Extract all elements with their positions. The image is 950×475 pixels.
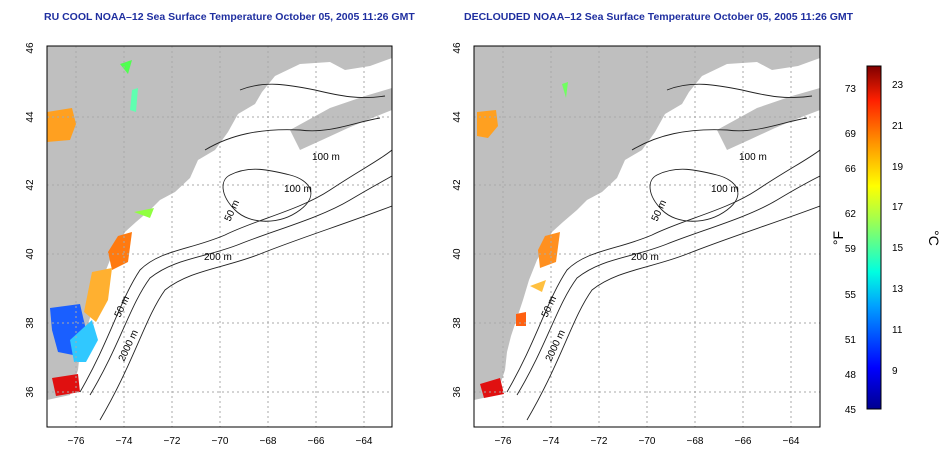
lat-tick-label: 42 — [25, 179, 36, 191]
bathymetry-contours — [79, 83, 392, 421]
contour-label-100m: 100 m — [711, 184, 739, 195]
graticule — [474, 46, 820, 427]
lon-tick-label: −66 — [308, 436, 325, 447]
c-tick-label: 17 — [892, 202, 904, 213]
colorbar-unit-c: °C — [926, 230, 942, 246]
left-lon-ticks: −76 −74 −72 −70 −68 −66 −64 — [68, 436, 373, 447]
contour-label-50m: 50 m — [223, 198, 242, 223]
sst-patch-hatteras — [480, 378, 504, 398]
land-mass — [474, 46, 820, 400]
lon-tick-label: −76 — [495, 436, 512, 447]
left-map-frame — [46, 45, 393, 428]
nova-scotia — [717, 88, 820, 150]
bathymetry-contours — [506, 83, 820, 421]
lat-tick-label: 46 — [25, 42, 36, 54]
colorbar-f-ticks: 73 69 66 62 59 55 51 48 45 — [845, 84, 857, 416]
lon-tick-label: −68 — [260, 436, 277, 447]
lon-tick-label: −72 — [164, 436, 181, 447]
lat-tick-label: 44 — [25, 111, 36, 123]
f-tick-label: 66 — [845, 164, 857, 175]
f-tick-label: 62 — [845, 209, 857, 220]
colorbar-unit-f: °F — [830, 231, 846, 245]
sst-patch-green-lakes — [130, 88, 138, 112]
contour-label-200m: 200 m — [631, 252, 659, 263]
f-tick-label: 51 — [845, 335, 857, 346]
sst-patch-green-north — [562, 82, 568, 98]
c-tick-label: 21 — [892, 121, 904, 132]
sst-patch-hatteras — [52, 374, 80, 396]
lat-tick-label: 40 — [452, 248, 463, 260]
f-tick-label: 59 — [845, 244, 857, 255]
lat-tick-label: 44 — [452, 111, 463, 123]
lat-tick-label: 46 — [452, 42, 463, 54]
contour-label-100m: 100 m — [312, 152, 340, 163]
f-tick-label: 73 — [845, 84, 857, 95]
contour-label-100m: 100 m — [739, 152, 767, 163]
land-mass — [47, 46, 392, 400]
f-tick-label: 48 — [845, 370, 857, 381]
lon-tick-label: −68 — [687, 436, 704, 447]
lat-tick-label: 36 — [25, 386, 36, 398]
sst-patch-green-north — [120, 60, 132, 74]
left-map-panel: 100 m 100 m 50 m 200 m 50 m 2000 m 46 44… — [25, 42, 393, 447]
sst-patch-nj-shelf — [538, 232, 560, 268]
colorbar-gradient — [866, 65, 882, 410]
lon-tick-label: −74 — [116, 436, 133, 447]
sst-patch-gulf-maine — [477, 110, 498, 138]
temperature-colorbar: 73 69 66 62 59 55 51 48 45 23 21 19 17 1… — [830, 65, 942, 416]
lon-tick-label: −76 — [68, 436, 85, 447]
left-lat-ticks: 46 44 42 40 38 36 — [25, 42, 36, 398]
right-lat-ticks: 46 44 42 40 38 36 — [452, 42, 463, 398]
lon-tick-label: −70 — [639, 436, 656, 447]
sst-patch-coast-cyan — [70, 320, 98, 362]
lon-tick-label: −64 — [356, 436, 373, 447]
nova-scotia — [290, 88, 392, 150]
right-lon-ticks: −76 −74 −72 −70 −68 −66 −64 — [495, 436, 800, 447]
contour-label-100m: 100 m — [284, 184, 312, 195]
f-tick-label: 45 — [845, 405, 857, 416]
c-tick-label: 13 — [892, 284, 904, 295]
sst-patch-nj-shelf — [108, 232, 132, 270]
c-tick-label: 23 — [892, 80, 904, 91]
lon-tick-label: −66 — [735, 436, 752, 447]
right-map-frame — [473, 45, 821, 428]
contour-label-200m: 200 m — [204, 252, 232, 263]
right-map-title: DECLOUDED NOAA–12 Sea Surface Temperatur… — [464, 11, 854, 23]
sst-patch-li-sound — [134, 208, 154, 218]
sst-patch-mid-shelf — [84, 268, 112, 322]
lat-tick-label: 42 — [452, 179, 463, 191]
lon-tick-label: −74 — [543, 436, 560, 447]
f-tick-label: 69 — [845, 129, 857, 140]
c-tick-label: 9 — [892, 366, 898, 377]
sst-patch-mid-shelf — [516, 312, 526, 326]
contour-label-50m: 50 m — [650, 198, 669, 223]
lon-tick-label: −70 — [212, 436, 229, 447]
f-tick-label: 55 — [845, 290, 857, 301]
c-tick-label: 11 — [892, 325, 903, 336]
sst-patch-li-sound — [530, 280, 546, 292]
lat-tick-label: 38 — [452, 317, 463, 329]
c-tick-label: 19 — [892, 162, 904, 173]
lat-tick-label: 40 — [25, 248, 36, 260]
lon-tick-label: −72 — [591, 436, 608, 447]
lat-tick-label: 36 — [452, 386, 463, 398]
graticule — [47, 46, 392, 427]
c-tick-label: 15 — [892, 243, 904, 254]
colorbar-c-ticks: 23 21 19 17 15 13 11 9 — [892, 80, 904, 377]
left-map-title: RU COOL NOAA–12 Sea Surface Temperature … — [44, 11, 415, 23]
lat-tick-label: 38 — [25, 317, 36, 329]
lon-tick-label: −64 — [783, 436, 800, 447]
right-map-panel: 100 m 100 m 50 m 200 m 50 m 2000 m 46 44… — [452, 42, 821, 447]
